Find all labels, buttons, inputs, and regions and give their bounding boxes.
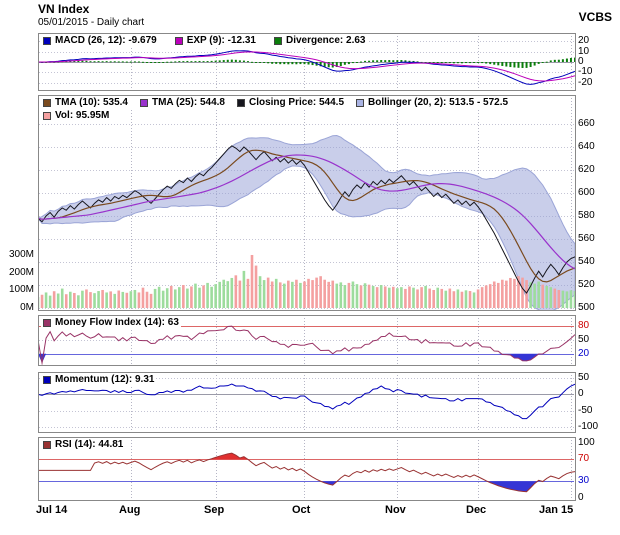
legend-swatch-icon [236, 98, 245, 107]
legend-item: Momentum (12): 9.31 [43, 374, 154, 385]
legend-item: TMA (25): 544.8 [139, 97, 225, 108]
legend-label: TMA (10): 535.4 [55, 97, 128, 108]
legend-swatch-icon [43, 111, 51, 120]
legend-item: RSI (14): 44.81 [43, 439, 123, 450]
legend-label: Momentum (12): 9.31 [55, 374, 155, 385]
mfi-legend: Money Flow Index (14): 63 [41, 317, 181, 328]
legend-swatch-icon [139, 98, 148, 107]
legend-item: Vol: 95.95M [43, 110, 109, 121]
legend-swatch-icon [43, 98, 51, 107]
legend-label: RSI (14): 44.81 [55, 439, 124, 450]
momentum-legend: Momentum (12): 9.31 [41, 374, 157, 385]
legend-swatch-icon [43, 36, 51, 45]
legend-item: Bollinger (20, 2): 513.5 - 572.5 [356, 97, 508, 108]
legend-item: MACD (26, 12): -9.679 [43, 35, 157, 46]
legend-item: Closing Price: 544.5 [236, 97, 345, 108]
brand-logo: VCBS [578, 10, 612, 24]
rsi-legend: RSI (14): 44.81 [41, 439, 126, 450]
legend-label: MACD (26, 12): -9.679 [55, 35, 157, 46]
legend-label: Vol: 95.95M [55, 110, 110, 121]
legend-swatch-icon [174, 36, 183, 45]
legend-item: Divergence: 2.63 [274, 35, 366, 46]
legend-item: EXP (9): -12.31 [174, 35, 256, 46]
legend-swatch-icon [43, 440, 51, 449]
legend-label: Bollinger (20, 2): 513.5 - 572.5 [368, 97, 509, 108]
legend-swatch-icon [43, 375, 51, 384]
legend-label: Money Flow Index (14): 63 [55, 317, 179, 328]
legend-label: EXP (9): -12.31 [186, 35, 256, 46]
legend-label: Divergence: 2.63 [286, 35, 366, 46]
legend-swatch-icon [43, 318, 51, 327]
legend-item: TMA (10): 535.4 [43, 97, 128, 108]
legend-label: Closing Price: 544.5 [248, 97, 345, 108]
price-legend-row1: TMA (10): 535.4 TMA (25): 544.8 Closing Pr… [41, 97, 511, 108]
macd-legend: MACD (26, 12): -9.679 EXP (9): -12.31 Dive… [41, 35, 368, 46]
legend-swatch-icon [274, 36, 282, 45]
chart-title: VN Index [38, 2, 90, 16]
legend-swatch-icon [356, 98, 365, 107]
chart-subtitle: 05/01/2015 - Daily chart [38, 17, 145, 28]
legend-item: Money Flow Index (14): 63 [43, 317, 179, 328]
legend-label: TMA (25): 544.8 [151, 97, 225, 108]
price-legend-row2: Vol: 95.95M [41, 110, 112, 121]
